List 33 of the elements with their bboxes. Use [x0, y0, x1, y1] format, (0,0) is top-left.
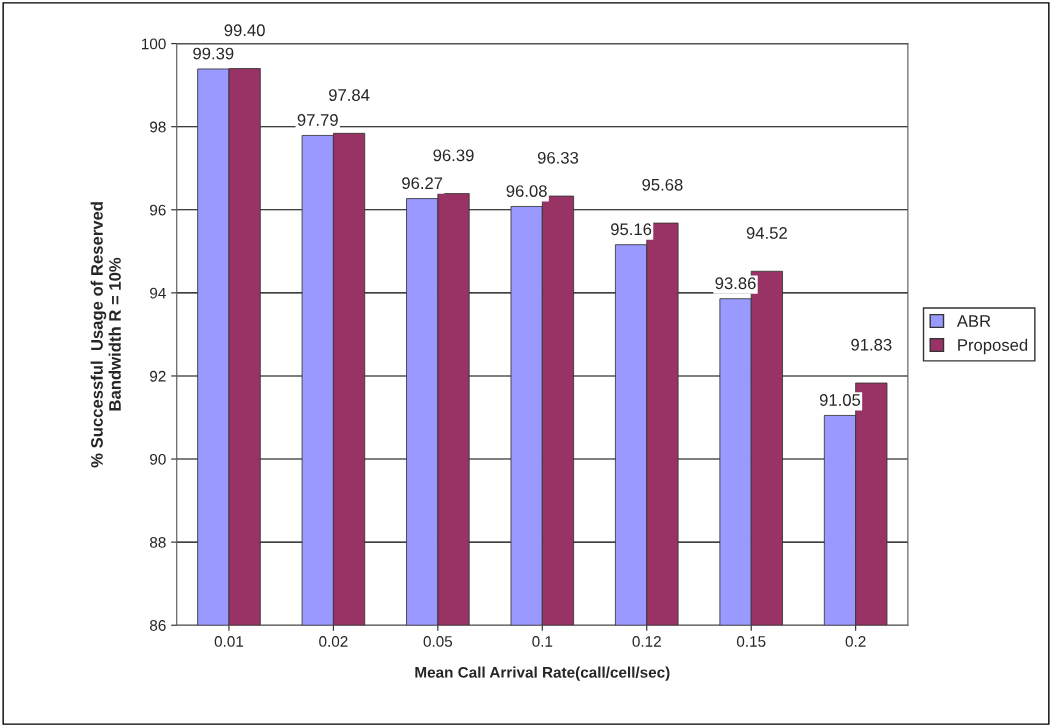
data-label: 97.79: [297, 114, 338, 126]
data-label: 96.08: [506, 185, 547, 197]
data-label: 97.84: [329, 89, 370, 101]
data-label: 95.68: [642, 178, 683, 191]
legend-label: ABR: [956, 315, 991, 327]
y-tick-label: 86: [149, 620, 166, 631]
x-tick-label: 0.05: [423, 636, 453, 647]
data-label: 96.27: [402, 177, 443, 190]
data-label: 95.16: [611, 223, 652, 236]
y-tick-label: 96: [150, 204, 166, 216]
y-tick-label: 94: [150, 287, 166, 299]
y-tick-label: 100: [142, 38, 166, 50]
x-tick-label: 0.15: [736, 636, 766, 647]
legend-label: Proposed: [958, 338, 1028, 355]
x-tick-label: 0.2: [845, 636, 866, 647]
y-tick-label: 90: [150, 453, 166, 465]
data-label: 94.52: [746, 227, 787, 239]
x-tick-label: 0.01: [214, 636, 244, 647]
y-tick-label: 88: [149, 537, 166, 548]
data-label: 96.33: [537, 151, 579, 164]
data-label: 91.83: [851, 338, 892, 351]
y-axis-title: % Successful Usage of Reserved Bandwidth R = 10%: [90, 202, 121, 468]
data-label: 99.39: [193, 47, 234, 60]
y-tick-label: 92: [150, 370, 166, 382]
data-label: 99.40: [224, 24, 265, 37]
data-label: 91.05: [819, 394, 861, 406]
x-tick-label: 0.12: [632, 636, 661, 647]
x-axis-title: Mean Call Arrival Rate(call/cell/sec): [415, 666, 670, 681]
x-tick-label: 0.02: [319, 636, 348, 647]
y-tick-label: 98: [150, 121, 166, 133]
x-tick-label: 0.1: [532, 636, 553, 647]
data-label: 93.86: [715, 277, 756, 290]
data-label: 96.39: [433, 149, 474, 162]
